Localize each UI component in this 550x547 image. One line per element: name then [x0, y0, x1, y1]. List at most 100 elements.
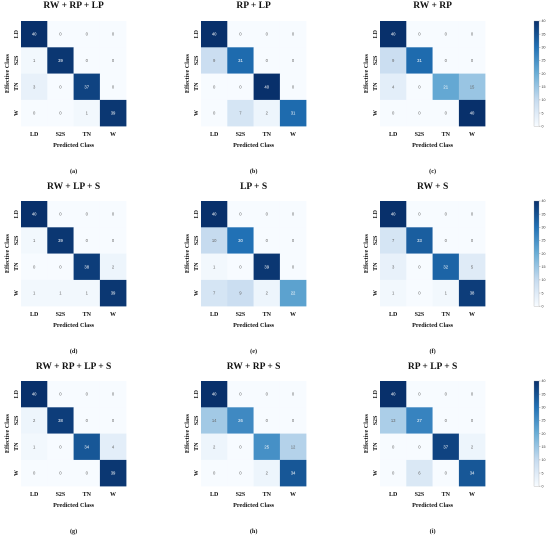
y-axis-label: Effective Class [4, 234, 11, 274]
heatmap-cell [99, 21, 127, 48]
heatmap-cell [47, 73, 74, 101]
x-tick-label: TN [263, 492, 272, 498]
y-tick-label: LD [194, 389, 200, 398]
heatmap-cell [201, 433, 228, 461]
cell-value-label: 0 [392, 111, 395, 116]
x-tick-label: S2S [56, 312, 66, 318]
heatmap-cell [201, 253, 228, 281]
heatmap-cell [253, 73, 281, 101]
colorbar-tick-label: 10 [542, 458, 546, 462]
colorbar-tick-label: 15 [542, 445, 546, 449]
cell-value-label: 30 [238, 238, 243, 243]
cell-value-label: 0 [112, 392, 115, 397]
heatmap-cell [380, 227, 407, 254]
x-axis-label: Predicted Class [53, 322, 95, 329]
y-tick-label: W [14, 290, 20, 296]
cell-value-label: 3 [33, 84, 36, 89]
colorbar-tick-label: 0 [542, 124, 544, 128]
heatmap-cell [432, 381, 460, 408]
x-axis-label: Predicted Class [412, 142, 454, 149]
cell-value-label: 9 [239, 291, 242, 296]
heatmap-cell [432, 201, 460, 228]
cell-value-label: 0 [112, 58, 115, 63]
colorbar-tick-label: 35 [542, 392, 546, 396]
y-tick-label: LD [14, 389, 20, 398]
x-tick-label: S2S [415, 132, 425, 138]
heatmap-cell [432, 73, 460, 101]
panel-caption: (b) [250, 168, 258, 175]
colorbar: 0 5 10 15 20 25 30 35 40 [533, 19, 546, 128]
x-tick-label: W [290, 132, 296, 138]
colorbar-tick-label: 25 [542, 59, 546, 63]
x-tick-label: W [469, 492, 475, 498]
cell-value-label: 31 [291, 111, 296, 116]
cell-value-label: 39 [111, 111, 116, 116]
cell-value-label: 0 [33, 264, 36, 269]
cell-value-label: 0 [59, 111, 62, 116]
cell-value-label: 0 [471, 238, 474, 243]
heatmap-cell [406, 381, 433, 408]
cell-value-label: 0 [445, 418, 448, 423]
colorbar-tick-label: 5 [542, 471, 544, 475]
heatmap-cell [99, 73, 127, 101]
heatmap-cell [47, 381, 74, 408]
cell-value-label: 0 [266, 212, 269, 217]
x-tick-label: S2S [415, 312, 425, 318]
y-axis-label: Effective Class [363, 54, 370, 94]
heatmap-cell [21, 407, 48, 434]
cell-value-label: 39 [58, 58, 63, 63]
cell-value-label: 0 [213, 471, 216, 476]
x-tick-label: W [290, 312, 296, 318]
x-tick-label: S2S [236, 132, 246, 138]
heatmap-cell [406, 407, 433, 434]
panel-caption: (d) [70, 348, 78, 355]
y-tick-label: LD [14, 209, 20, 218]
cell-value-label: 0 [471, 418, 474, 423]
cell-value-label: 0 [266, 392, 269, 397]
heatmap-cell [73, 279, 101, 307]
heatmap-cell [406, 201, 433, 228]
colorbar-tick-label: 40 [542, 199, 546, 203]
y-tick-label: S2S [194, 55, 200, 65]
heatmap-cell [227, 253, 254, 281]
cell-value-label: 3 [392, 264, 395, 269]
heatmap-cell [73, 407, 101, 434]
heatmap-cell [99, 47, 127, 74]
cell-value-label: 0 [418, 32, 421, 37]
heatmap-cell [432, 99, 460, 127]
confusion-matrix-panel: RW + S Effective Class 40 0 0 0 7 33 0 0 3 0 32 5 1 0 1 3… [363, 182, 486, 355]
cell-value-label: 39 [111, 471, 116, 476]
cell-value-label: 0 [292, 238, 295, 243]
colorbar-gradient [533, 20, 540, 127]
confusion-matrix-panel: RW + RP + LP Effective Class 40 0 0 0 1 39 0 0 3 0 3… [4, 1, 127, 175]
heatmap-cell [406, 73, 433, 101]
heatmap-cell [201, 459, 228, 487]
cell-value-label: 2 [471, 444, 474, 449]
x-axis-label: Predicted Class [412, 502, 454, 509]
cell-value-label: 0 [239, 32, 242, 37]
panel-title: RP + LP [236, 1, 271, 11]
x-tick-label: LD [30, 132, 39, 138]
cell-value-label: 34 [84, 444, 89, 449]
cell-value-label: 38 [470, 291, 475, 296]
heatmap-cell [21, 381, 48, 408]
x-tick-label: W [290, 492, 296, 498]
y-tick-label: TN [194, 262, 200, 271]
cell-value-label: 0 [471, 32, 474, 37]
cell-value-label: 40 [32, 392, 37, 397]
x-tick-label: TN [83, 492, 92, 498]
y-axis-label: Effective Class [184, 54, 191, 94]
cell-value-label: 0 [445, 32, 448, 37]
heatmap-cell [47, 407, 74, 434]
heatmap-cell [99, 381, 127, 408]
panel-title: RP + LP + S [408, 362, 457, 372]
cell-value-label: 40 [470, 111, 475, 116]
cell-value-label: 0 [418, 392, 421, 397]
cell-value-label: 0 [266, 418, 269, 423]
cell-value-label: 0 [59, 392, 62, 397]
heatmap-cell [47, 201, 74, 228]
cell-value-label: 0 [239, 84, 242, 89]
heatmap-cell [21, 201, 48, 228]
